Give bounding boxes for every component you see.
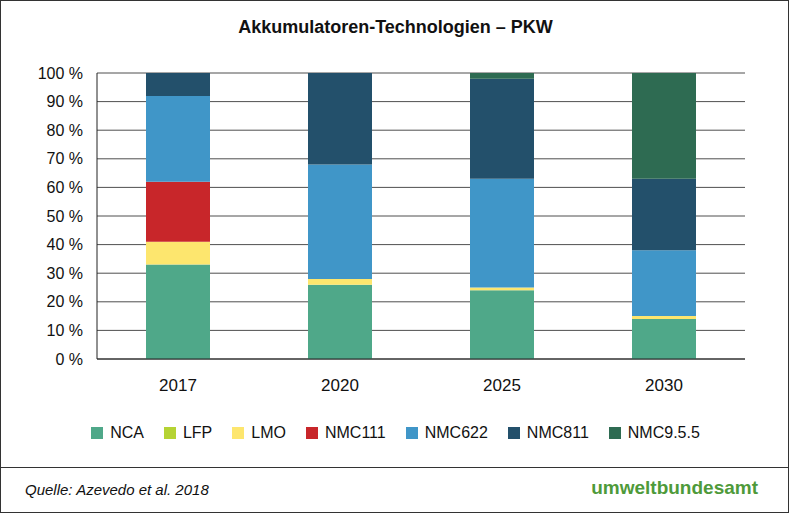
svg-text:90 %: 90 % xyxy=(47,93,83,110)
html-text:NMC9.5.5: NMC9.5.5 xyxy=(627,424,700,441)
svg-text:30 %: 30 % xyxy=(47,265,83,282)
svg-text:70 %: 70 % xyxy=(47,150,83,167)
html-text:LMO: LMO xyxy=(251,424,286,441)
svg-text:50 %: 50 % xyxy=(47,208,83,225)
html-text:NMC111: NMC111 xyxy=(325,424,386,441)
html-text:Akkumulatoren-Technologien – P: Akkumulatoren-Technologien – PKW xyxy=(238,17,553,37)
html-text:Quelle: Azevedo et al. 2018: Quelle: Azevedo et al. 2018 xyxy=(25,481,209,498)
svg-text:20 %: 20 % xyxy=(47,293,83,310)
svg-text:2020: 2020 xyxy=(321,376,359,395)
html-text:NMC811: NMC811 xyxy=(526,424,589,441)
html-text:NCA: NCA xyxy=(110,424,144,441)
html-text:LFP: LFP xyxy=(182,424,213,441)
html-text:NMC622: NMC622 xyxy=(424,424,488,441)
svg-text:2017: 2017 xyxy=(159,376,197,395)
svg-text:10 %: 10 % xyxy=(47,322,83,339)
svg-text:40 %: 40 % xyxy=(47,236,83,253)
svg-text:0 %: 0 % xyxy=(55,351,83,368)
svg-text:60 %: 60 % xyxy=(47,179,83,196)
svg-text:80 %: 80 % xyxy=(47,122,83,139)
html-text:umweltbundesamt: umweltbundesamt xyxy=(591,477,758,498)
svg-text:2025: 2025 xyxy=(483,376,521,395)
svg-text:2030: 2030 xyxy=(645,376,683,395)
svg-text:100 %: 100 % xyxy=(38,65,83,82)
